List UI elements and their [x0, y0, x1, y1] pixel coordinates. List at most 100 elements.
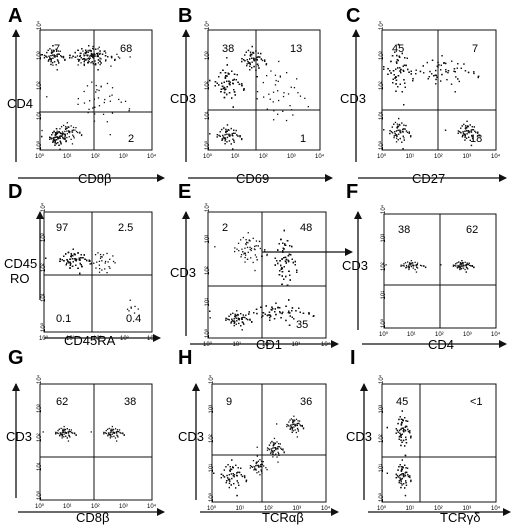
event-dot [96, 89, 98, 91]
event-dot [415, 264, 417, 266]
event-dot [218, 76, 220, 78]
event-dot [56, 59, 59, 61]
event-dot [225, 481, 227, 484]
event-dot [278, 99, 280, 102]
event-dot [277, 446, 279, 448]
x-tick-label: 10² [91, 504, 100, 510]
event-dot [389, 70, 391, 72]
event-dot [78, 257, 81, 259]
event-dot [409, 432, 411, 434]
quadrant-value-ul: 45 [396, 396, 408, 408]
y-tick-label: 10³ [379, 51, 385, 60]
event-dot [459, 263, 462, 265]
event-dot [102, 254, 105, 256]
event-dot [95, 267, 97, 269]
event-dot [77, 49, 79, 51]
event-dot [80, 62, 82, 64]
event-dot [259, 56, 261, 58]
event-dot [281, 275, 283, 277]
event-dot [297, 430, 300, 432]
event-dot [403, 139, 405, 141]
event-dot [396, 135, 398, 137]
event-dot [259, 474, 261, 476]
event-dot [434, 74, 436, 76]
event-dot [297, 422, 299, 424]
event-dot [71, 57, 73, 59]
event-dot [56, 55, 58, 57]
event-dot [41, 54, 43, 56]
event-dot [409, 262, 411, 264]
scatter-dots [213, 415, 305, 497]
event-dot [95, 62, 97, 65]
event-dot [470, 265, 472, 267]
event-dot [63, 255, 65, 257]
event-dot [292, 423, 295, 425]
y-tick-label: 10¹ [205, 298, 211, 307]
event-dot [231, 459, 233, 461]
event-dot [89, 57, 91, 59]
event-dot [272, 447, 274, 449]
event-dot [249, 318, 251, 320]
event-dot [65, 128, 67, 130]
event-dot [291, 424, 293, 426]
event-dot [83, 254, 85, 256]
event-dot [244, 54, 246, 56]
event-dot [54, 142, 56, 144]
event-dot [89, 49, 91, 52]
event-dot [45, 257, 47, 259]
event-dot [277, 80, 279, 82]
event-dot [98, 89, 100, 92]
event-dot [101, 53, 104, 55]
event-dot [46, 96, 48, 98]
event-dot [245, 318, 248, 320]
event-dot [288, 270, 290, 272]
event-dot [295, 418, 298, 420]
event-dot [410, 265, 412, 268]
event-dot [237, 317, 239, 319]
event-dot [259, 459, 261, 461]
event-dot [116, 429, 119, 431]
event-dot [396, 54, 398, 57]
event-dot [406, 471, 408, 474]
event-dot [58, 131, 60, 133]
event-dot [272, 450, 274, 452]
event-dot [88, 260, 90, 262]
event-dot [55, 133, 57, 135]
event-dot [414, 268, 416, 271]
event-dot [400, 68, 402, 71]
event-dot [286, 425, 288, 428]
event-dot [105, 432, 107, 435]
event-dot [43, 57, 46, 59]
event-dot [401, 422, 403, 424]
event-dot [477, 75, 480, 77]
event-dot [277, 90, 279, 92]
event-dot [228, 474, 230, 476]
event-dot [272, 453, 274, 455]
event-dot [245, 243, 247, 245]
event-dot [276, 260, 278, 262]
event-dot [255, 469, 257, 471]
event-dot [260, 52, 262, 55]
event-dot [61, 433, 63, 435]
event-dot [270, 70, 272, 72]
event-dot [88, 61, 90, 63]
event-dot [83, 58, 85, 60]
event-dot [258, 471, 260, 473]
event-dot [400, 424, 403, 426]
event-dot [271, 449, 273, 451]
event-dot [455, 265, 457, 267]
event-dot [260, 466, 262, 468]
event-dot [261, 255, 263, 257]
event-dot [240, 256, 242, 258]
event-dot [56, 432, 58, 434]
event-dot [224, 77, 227, 79]
event-dot [100, 85, 102, 87]
plot-frame [39, 29, 153, 151]
event-dot [234, 132, 236, 134]
y-axis-label: CD3 [340, 91, 366, 106]
event-dot [65, 264, 67, 266]
event-dot [403, 428, 405, 431]
event-dot [63, 124, 65, 127]
event-dot [251, 57, 253, 59]
event-dot [282, 242, 284, 244]
